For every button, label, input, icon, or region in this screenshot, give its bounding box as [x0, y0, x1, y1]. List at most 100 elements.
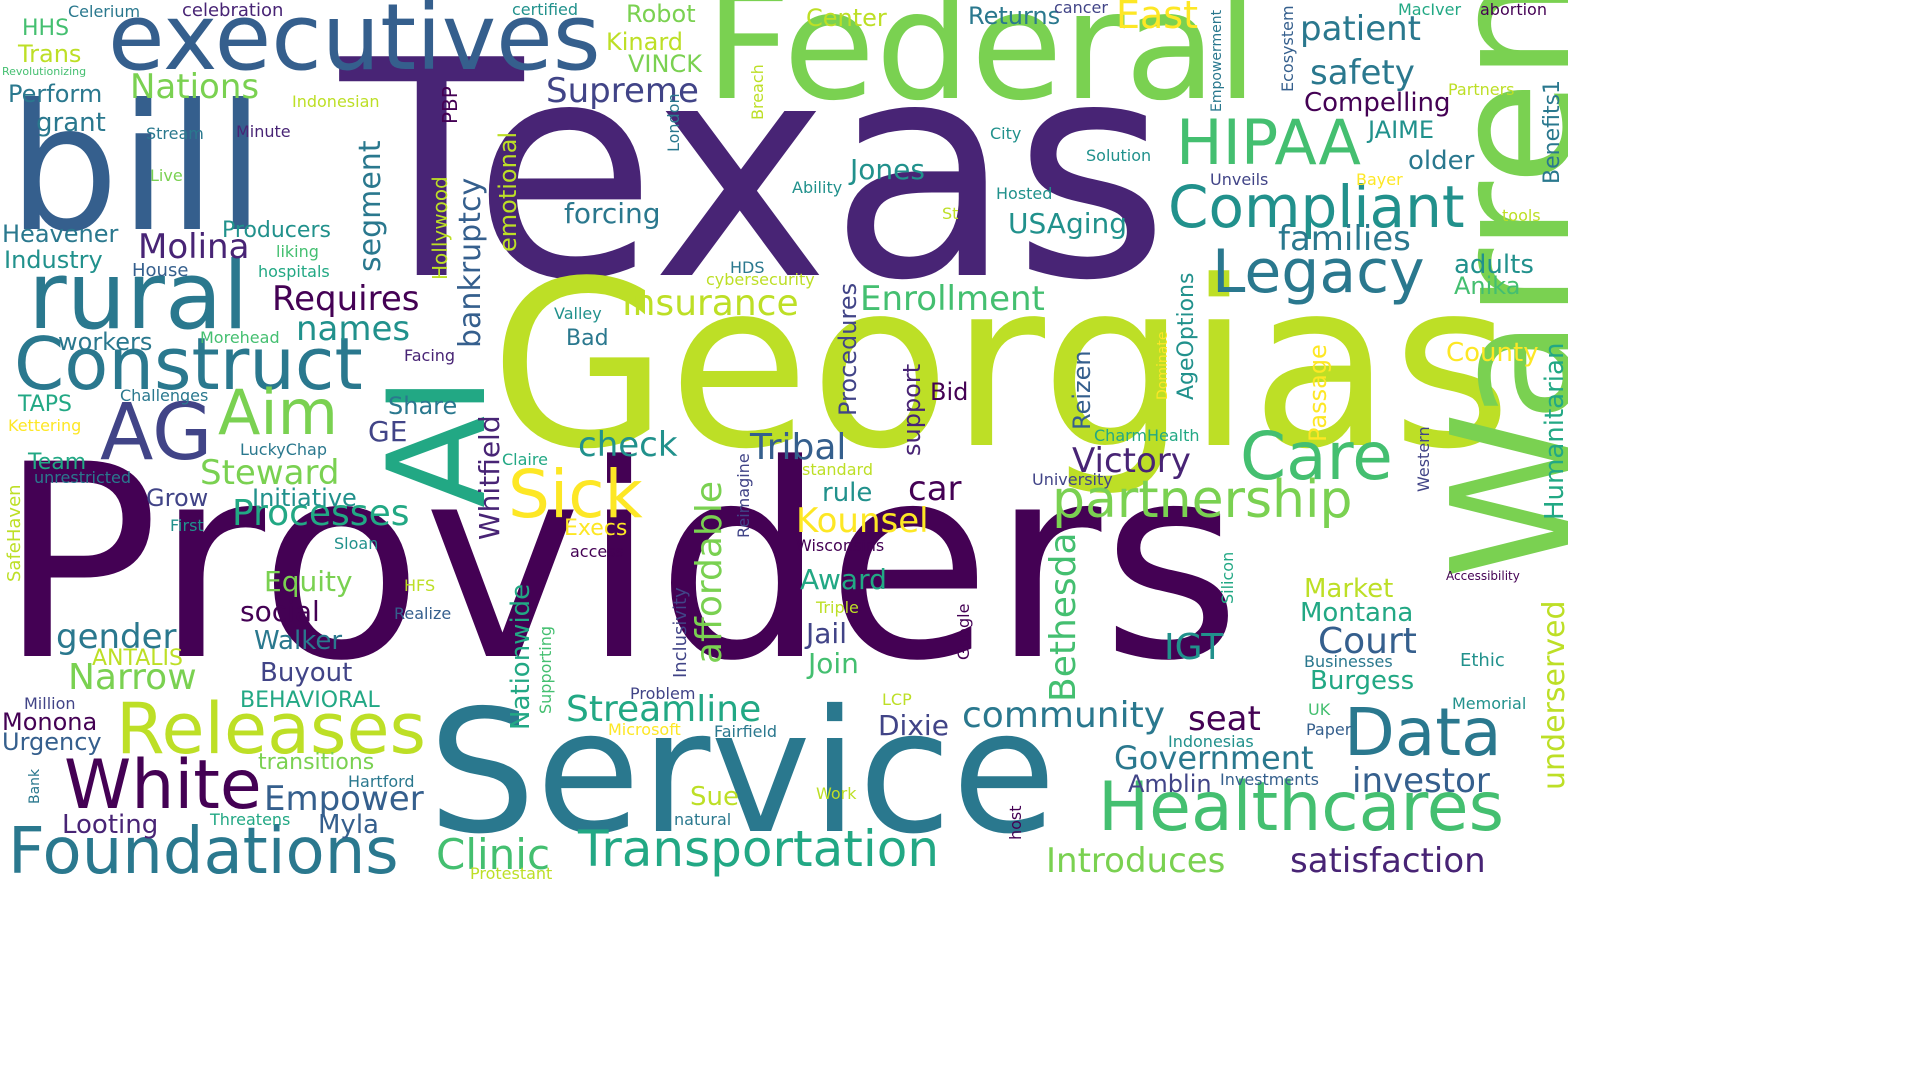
word-social: social [240, 595, 320, 628]
word-perform: Perform [8, 80, 103, 108]
word-ability: Ability [792, 178, 843, 197]
word-myla: Myla [318, 810, 379, 840]
word-access: access [570, 542, 624, 561]
word-ecosystem: Ecosystem [1278, 5, 1297, 92]
word-monona: Monona [2, 708, 98, 736]
word-white: White [64, 746, 262, 825]
word-antalis: ANTALIS [92, 646, 183, 671]
word-problem: Problem [630, 684, 696, 703]
word-processes: Processes [232, 493, 410, 534]
word-work: Work [816, 784, 857, 803]
word-sloan: Sloan [334, 534, 379, 553]
word-kinard: Kinard [606, 28, 684, 56]
word-urgency: Urgency [2, 728, 102, 756]
word-sick: Sick [508, 456, 643, 533]
word-valley: Valley [554, 304, 602, 323]
word-nations: Nations [130, 67, 260, 107]
word-city: City [990, 124, 1022, 143]
word-returns: Returns [968, 2, 1061, 30]
word-luckychap: LuckyChap [240, 440, 328, 459]
word-google: Google [954, 603, 973, 660]
word-solution: Solution [1086, 146, 1152, 165]
word-procedures: Procedures [834, 282, 862, 416]
word-aim: Aim [218, 376, 339, 449]
word-bill: bill [8, 68, 265, 271]
word-foundations: Foundations [8, 815, 399, 882]
word-workers: workers [58, 328, 153, 356]
word-dominate: Dominate [1155, 331, 1171, 400]
word-service: Service [428, 674, 1057, 872]
word-investments: Investments [1220, 770, 1319, 789]
word-satisfaction: satisfaction [1290, 841, 1486, 881]
word-unveils: Unveils [1210, 170, 1269, 189]
word-bayer: Bayer [1356, 170, 1403, 189]
word-hipaa: HIPAA [1176, 106, 1361, 179]
word-businesses: Businesses [1304, 652, 1393, 671]
word-st: St [942, 204, 959, 223]
word-streamline: Streamline [566, 689, 762, 730]
word-ethic: Ethic [1460, 650, 1505, 671]
word-uk: UK [1308, 700, 1331, 719]
word-check: check [578, 425, 678, 465]
word-bid: Bid [930, 378, 969, 406]
word-tribal: Tribal [750, 427, 847, 468]
word-seat: seat [1188, 699, 1261, 739]
word-insurance: Insurance [622, 283, 799, 324]
word-join: Join [808, 647, 859, 680]
word-memorial: Memorial [1452, 694, 1527, 713]
word-east: East [1116, 0, 1198, 37]
word-million: Million [24, 694, 76, 713]
word-texas: Texas [340, 0, 1170, 346]
word-hhs: HHS [22, 16, 70, 41]
word-older: older [1408, 146, 1475, 176]
word-whitfield: Whitfield [473, 415, 506, 540]
word-grant: grant [36, 108, 106, 138]
word-ag: AG [100, 388, 213, 478]
word-indonesias: Indonesias [1168, 732, 1254, 751]
word-molina: Molina [138, 227, 250, 267]
word-revolutionizing: Revolutionizing [2, 65, 87, 78]
word-underserved: underserved [1537, 600, 1568, 790]
word-jaime: JAIME [1368, 116, 1435, 144]
word-triple: Triple [816, 598, 859, 617]
word-accessibility: Accessibility [1446, 569, 1520, 583]
word-court: Court [1318, 621, 1417, 662]
word-partnership: partnership [1052, 470, 1353, 530]
word-hospitals: hospitals [258, 262, 330, 281]
word-empowerment: Empowerment [1209, 9, 1225, 112]
word-facing: Facing [404, 346, 456, 365]
word-passage: Passage [1304, 344, 1332, 442]
word-equity: Equity [264, 565, 353, 598]
word-threatens: Threatens [210, 810, 291, 829]
word-reizen: Reizen [1068, 350, 1096, 430]
word-car: car [908, 469, 962, 509]
word-safehaven: SafeHaven [4, 484, 25, 582]
word-cancer: cancer [1054, 0, 1108, 17]
word-center: Center [806, 4, 887, 32]
word-celerium: Celerium [68, 2, 141, 21]
word-abortion: abortion [1480, 0, 1547, 19]
word-support: support [898, 363, 926, 456]
word-adults: adults [1454, 250, 1534, 280]
word-london: London [664, 93, 683, 152]
word-victory: Victory [1072, 441, 1191, 481]
word-bethesda: Bethesda [1043, 532, 1084, 702]
word-walker: Walker [254, 626, 343, 656]
word-ageoptions: AgeOptions [1174, 272, 1199, 400]
word-award: Award [800, 563, 887, 596]
word-federal: Federal [705, 0, 1259, 134]
word-montana: Montana [1300, 598, 1414, 628]
word-rural: rural [28, 242, 249, 351]
word-compliant: Compliant [1168, 173, 1465, 241]
word-industry: Industry [4, 246, 103, 274]
word-behavioral: BEHAVIORAL [240, 688, 380, 713]
word-affordable: affordable [689, 481, 730, 664]
word-certified: certified [512, 0, 579, 19]
word-pbp: PBP [438, 86, 462, 124]
word-reimagine: Reimagine [734, 453, 753, 538]
word-empower: Empower [264, 779, 424, 819]
word-names: names [296, 309, 411, 349]
word-hosted: Hosted [996, 184, 1053, 203]
word-steward: Steward [200, 453, 340, 493]
word-ge: GE [368, 415, 408, 448]
